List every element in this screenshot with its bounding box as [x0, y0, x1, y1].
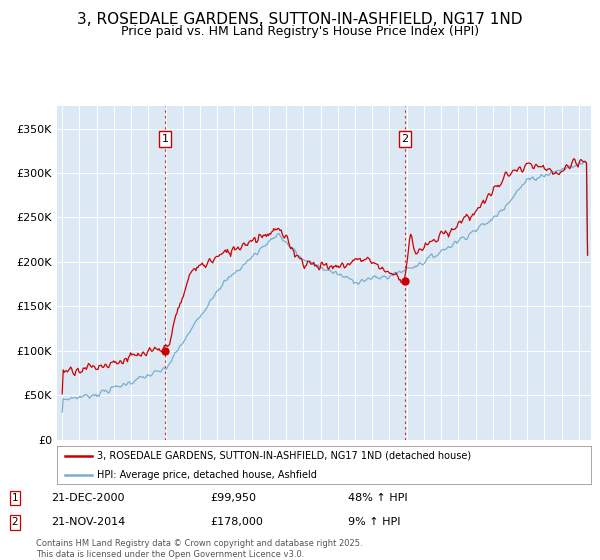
- Text: 9% ↑ HPI: 9% ↑ HPI: [348, 517, 401, 528]
- Text: 21-NOV-2014: 21-NOV-2014: [51, 517, 125, 528]
- Text: Price paid vs. HM Land Registry's House Price Index (HPI): Price paid vs. HM Land Registry's House …: [121, 25, 479, 38]
- Text: 2: 2: [401, 134, 409, 144]
- Text: 3, ROSEDALE GARDENS, SUTTON-IN-ASHFIELD, NG17 1ND (detached house): 3, ROSEDALE GARDENS, SUTTON-IN-ASHFIELD,…: [97, 451, 471, 461]
- Text: Contains HM Land Registry data © Crown copyright and database right 2025.
This d: Contains HM Land Registry data © Crown c…: [36, 539, 362, 559]
- Text: 21-DEC-2000: 21-DEC-2000: [51, 493, 125, 503]
- Text: 3, ROSEDALE GARDENS, SUTTON-IN-ASHFIELD, NG17 1ND: 3, ROSEDALE GARDENS, SUTTON-IN-ASHFIELD,…: [77, 12, 523, 27]
- Text: 1: 1: [11, 493, 19, 503]
- Text: 48% ↑ HPI: 48% ↑ HPI: [348, 493, 407, 503]
- Text: 1: 1: [161, 134, 169, 144]
- Text: 2: 2: [11, 517, 19, 528]
- Text: HPI: Average price, detached house, Ashfield: HPI: Average price, detached house, Ashf…: [97, 470, 317, 480]
- Text: £99,950: £99,950: [210, 493, 256, 503]
- Text: £178,000: £178,000: [210, 517, 263, 528]
